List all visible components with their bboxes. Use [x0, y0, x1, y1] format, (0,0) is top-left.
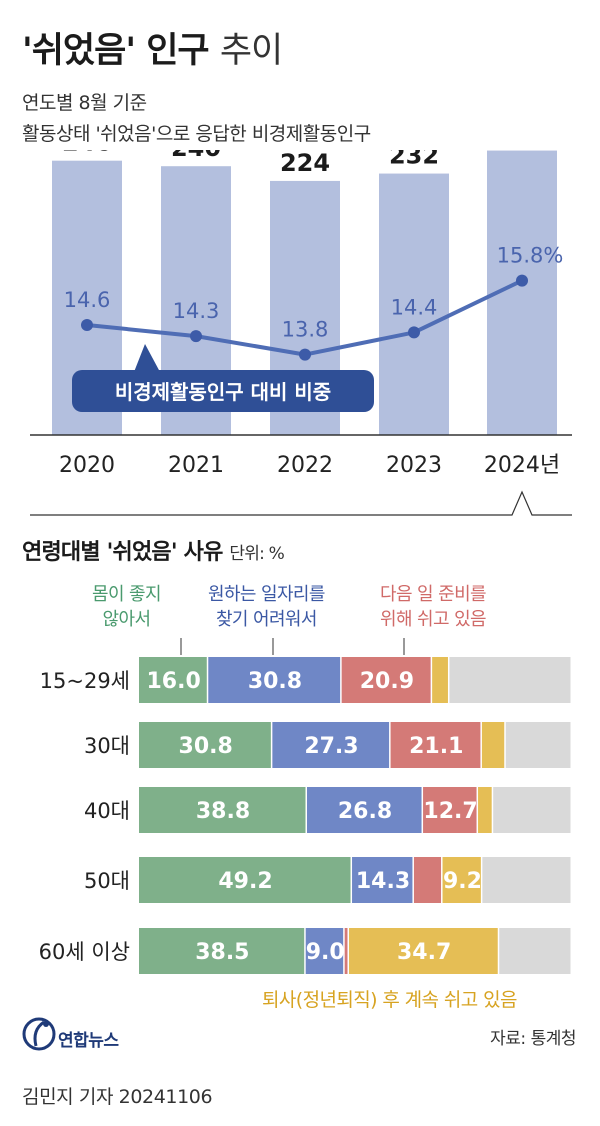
page-title: '쉬었음' 인구 추이: [22, 22, 283, 73]
callout-box: [72, 370, 374, 412]
segment-3: [481, 722, 505, 768]
segment-1: [305, 928, 344, 974]
segment-2: [341, 657, 431, 703]
segment-4: [499, 928, 571, 974]
segment-4: [505, 722, 571, 768]
segment-label: 38.5: [195, 940, 249, 965]
x-tick-label: 2023: [386, 453, 442, 478]
section2-title-text: 연령대별 '쉬었음' 사유: [22, 540, 223, 565]
segment-4: [482, 857, 571, 903]
segment-label: 16.0: [146, 669, 200, 694]
segment-2: [390, 722, 481, 768]
segment-1: [352, 857, 413, 903]
segment-label: 21.1: [409, 734, 463, 759]
row-label: 30대: [84, 734, 130, 758]
segment-2: [344, 928, 348, 974]
bar-value-label: 246: [62, 150, 112, 157]
logo-text: 연합뉴스: [58, 1031, 119, 1051]
legend-rest-line1: 다음 일 준비를: [380, 584, 487, 605]
row-label: 60세 이상: [39, 940, 130, 964]
segment-1: [272, 722, 390, 768]
legend-job-line1: 원하는 일자리를: [208, 584, 325, 605]
title-bold: '쉬었음' 인구: [22, 31, 210, 71]
reasons-chart: 15~29세 16.0 30.8 20.9 30대 30.8 27.3 21.1 40대 38.8…: [39, 638, 571, 974]
segment-4: [449, 657, 571, 703]
segment-label: 27.3: [304, 734, 358, 759]
segment-label: 9.2: [443, 869, 482, 894]
bar-value-label: 232: [389, 150, 439, 170]
segment-0: [139, 857, 351, 903]
row-label: 50대: [84, 869, 130, 893]
population-chart: 2462020240202122420222322023257만 명2024년1…: [30, 150, 572, 516]
share-value-label: 15.8%: [497, 244, 564, 268]
share-value-label: 13.8: [282, 318, 329, 342]
legend-sick-line1: 몸이 좋지: [92, 584, 162, 605]
title-light: 추이: [219, 31, 283, 71]
legend-job: 원하는 일자리를 찾기 어려워서: [208, 582, 325, 632]
bar-value-label: 224: [280, 150, 330, 177]
section2-unit: 단위: %: [229, 544, 284, 564]
segment-1: [208, 657, 341, 703]
x-tick-label: 2024년: [484, 453, 560, 478]
x-tick-label: 2022: [277, 453, 333, 478]
segment-3: [349, 928, 498, 974]
segment-1: [307, 787, 422, 833]
share-point: [408, 326, 420, 339]
segment-label: 30.8: [248, 669, 302, 694]
segment-label: 14.3: [356, 869, 410, 894]
legend-job-line2: 찾기 어려워서: [215, 609, 317, 630]
legend-sick: 몸이 좋지 않아서: [92, 582, 162, 632]
share-value-label: 14.3: [173, 299, 220, 323]
segment-3: [478, 787, 492, 833]
segment-3: [432, 657, 448, 703]
share-value-label: 14.4: [391, 295, 438, 319]
bar-2023: [379, 173, 449, 435]
segment-label: 9.0: [306, 940, 345, 965]
x-tick-label: 2021: [168, 453, 224, 478]
subtitle-definition: 활동상태 '쉬었음'으로 응답한 비경제활동인구: [22, 123, 371, 145]
yonhap-logo-icon: [22, 1017, 56, 1051]
segment-0: [139, 722, 271, 768]
segment-0: [139, 928, 305, 974]
segment-label: 12.7: [423, 799, 477, 824]
reporter: 김민지 기자 20241106: [22, 1086, 213, 1108]
segment-2: [423, 787, 477, 833]
segment-3: [442, 857, 481, 903]
section2-title: 연령대별 '쉬었음' 사유 단위: %: [22, 534, 285, 566]
share-point: [516, 274, 528, 287]
legend-rest: 다음 일 준비를 위해 쉬고 있음: [380, 582, 487, 632]
segment-label: 38.8: [196, 799, 250, 824]
callout-text: 비경제활동인구 대비 비중: [115, 380, 331, 404]
segment-label: 49.2: [218, 869, 272, 894]
source: 자료: 통계청: [490, 1029, 576, 1049]
segment-4: [493, 787, 571, 833]
segment-label: 20.9: [360, 669, 414, 694]
legend-rest-line2: 위해 쉬고 있음: [380, 609, 487, 630]
share-point: [299, 348, 311, 361]
segment-label: 34.7: [397, 940, 451, 965]
axis-break-marker: [30, 490, 572, 516]
segment-0: [139, 787, 306, 833]
row-label: 40대: [84, 799, 130, 823]
bar-value-label: 240: [171, 150, 221, 162]
subtitle-basis: 연도별 8월 기준: [22, 92, 147, 114]
segment-0: [139, 657, 207, 703]
share-point: [190, 330, 202, 343]
segment-label: 26.8: [338, 799, 392, 824]
segment-2: [413, 857, 442, 903]
callout-pointer: [134, 344, 160, 372]
legend-retire: 퇴사(정년퇴직) 후 계속 쉬고 있음: [262, 989, 517, 1011]
share-point: [81, 319, 93, 331]
x-tick-label: 2020: [59, 453, 115, 478]
legend-sick-line2: 않아서: [102, 609, 151, 630]
segment-label: 30.8: [179, 734, 233, 759]
row-label: 15~29세: [40, 669, 130, 693]
share-value-label: 14.6: [64, 288, 111, 312]
